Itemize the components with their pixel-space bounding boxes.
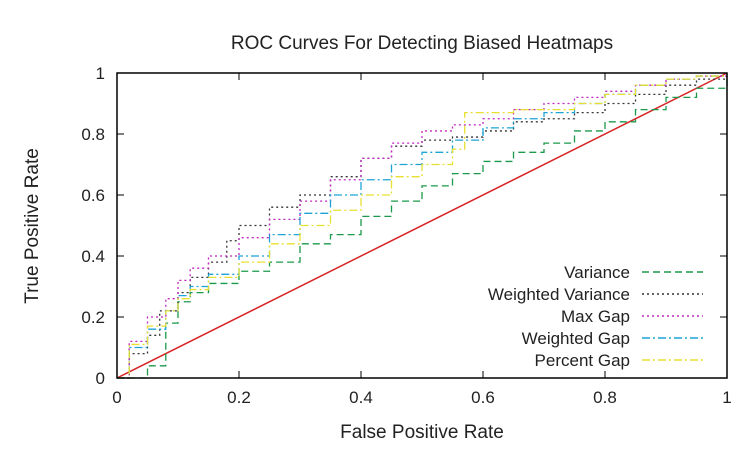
x-tick-label: 0.8 bbox=[593, 388, 617, 407]
x-tick-label: 0 bbox=[112, 388, 121, 407]
reference-diagonal-line bbox=[116, 72, 728, 379]
y-tick-label: 0.6 bbox=[81, 186, 105, 205]
x-axis-label: False Positive Rate bbox=[340, 422, 504, 443]
legend: Variance Weighted Variance Max Gap Weighted… bbox=[488, 263, 703, 370]
y-tick-label: 1 bbox=[96, 64, 105, 83]
legend-label: Weighted Gap bbox=[522, 329, 630, 348]
y-axis-label: True Positive Rate bbox=[22, 148, 43, 304]
legend-label: Weighted Variance bbox=[488, 285, 630, 304]
y-tick-label: 0.2 bbox=[81, 308, 105, 327]
axis-ticks: 0 0.2 0.4 0.6 0.8 1 0 0.2 0.4 0.6 0.8 1 bbox=[81, 64, 731, 407]
series-line-0 bbox=[117, 73, 728, 379]
x-tick-label: 0.6 bbox=[471, 388, 495, 407]
plot-area bbox=[116, 72, 728, 379]
y-tick-label: 0.4 bbox=[81, 247, 105, 266]
y-tick-label: 0 bbox=[96, 369, 105, 388]
x-tick-label: 0.4 bbox=[349, 388, 373, 407]
legend-label: Variance bbox=[564, 263, 630, 282]
x-tick-label: 0.2 bbox=[227, 388, 251, 407]
x-tick-label: 1 bbox=[722, 388, 731, 407]
y-tick-label: 0.8 bbox=[81, 125, 105, 144]
plot-frame bbox=[116, 72, 728, 379]
legend-label: Max Gap bbox=[561, 307, 630, 326]
legend-label: Percent Gap bbox=[535, 351, 630, 370]
chart-title: ROC Curves For Detecting Biased Heatmaps bbox=[231, 33, 613, 54]
